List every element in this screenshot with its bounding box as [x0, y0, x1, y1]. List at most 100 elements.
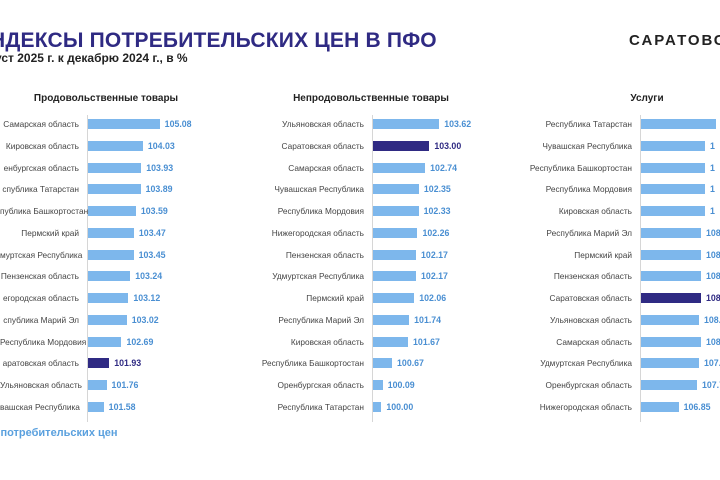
value-label: 108 — [706, 227, 720, 238]
bar — [373, 206, 419, 216]
chart-axis-line — [640, 115, 641, 422]
bar — [88, 401, 104, 412]
category-label: Саратовская область — [549, 293, 632, 303]
category-label: Оренбургская область — [277, 380, 364, 390]
value-label: 102.74 — [430, 162, 458, 173]
value-label: 101.93 — [114, 358, 142, 369]
bar — [373, 336, 409, 347]
category-label: муртская Республика — [0, 249, 83, 260]
value-label: 102.26 — [422, 227, 450, 238]
category-label: Ульяновская область — [282, 119, 364, 129]
category-label: Пензенская область — [553, 271, 632, 282]
bar — [373, 162, 426, 173]
bar — [88, 162, 142, 173]
value-label: 105.08 — [164, 119, 192, 129]
bar-highlighted — [88, 358, 110, 369]
category-label: Республика Башкортостан — [529, 162, 632, 173]
category-label: егородская область — [2, 293, 79, 303]
category-label: Пермский край — [574, 249, 632, 260]
bar — [641, 401, 679, 412]
category-label: Кировская область — [290, 336, 364, 347]
category-label: Чувашская Республика — [542, 140, 632, 151]
category-label: Нижегородская область — [539, 401, 632, 412]
category-label: Чувашская Республика — [274, 184, 364, 195]
value-label: 102.69 — [126, 336, 154, 347]
category-label: спублика Марий Эл — [3, 314, 79, 325]
bar — [373, 184, 419, 195]
value-label: 102.35 — [423, 184, 451, 195]
bar — [641, 271, 701, 282]
bar — [88, 271, 131, 282]
category-label: Республика Марий Эл — [546, 227, 632, 238]
value-label: 103.93 — [146, 162, 174, 173]
value-label: 103.59 — [140, 206, 168, 216]
bar — [641, 119, 716, 129]
bar — [373, 401, 382, 412]
category-label: Удмуртская Республика — [272, 271, 364, 282]
bar — [88, 119, 160, 129]
bar — [641, 184, 705, 195]
value-label: 103.24 — [135, 271, 163, 282]
bar — [373, 271, 417, 282]
category-label: Пензенская область — [285, 249, 364, 260]
bar — [88, 249, 134, 260]
category-label: енбургская область — [3, 162, 79, 173]
category-label: Ульяновская область — [550, 314, 632, 325]
value-label: 1 — [710, 162, 715, 173]
value-label: 101.76 — [111, 380, 139, 390]
value-label: 107. — [704, 358, 720, 369]
bar — [373, 227, 418, 238]
chart-title: Продовольственные товары — [33, 93, 179, 104]
category-label: Республика Башкортостан — [261, 358, 364, 369]
value-label: 100.00 — [386, 401, 414, 412]
bar — [373, 119, 440, 129]
category-label: спублика Татарстан — [2, 184, 79, 195]
value-label: 1 — [710, 206, 715, 216]
category-label: Республика Мордовия — [545, 184, 632, 195]
page-title: НДЕКСЫ ПОТРЕБИТЕЛЬСКИХ ЦЕН В ПФО — [0, 29, 437, 52]
bar — [88, 227, 134, 238]
category-label: Саратовская область — [281, 140, 364, 151]
chart-axis-line — [87, 115, 88, 422]
category-label: Оренбургская область — [545, 380, 632, 390]
value-label: 108 — [706, 271, 720, 282]
value-label: 103.89 — [145, 184, 173, 195]
value-label: 101.67 — [413, 336, 440, 347]
footer-caption: ы потребительских цен — [0, 427, 118, 439]
value-label: 102.17 — [421, 249, 448, 260]
bar — [641, 249, 701, 260]
category-label: Республика Татарстан — [277, 401, 364, 412]
page-subtitle: густ 2025 г. к декабрю 2024 г., в % — [0, 51, 188, 65]
value-label: 103.47 — [138, 227, 166, 238]
value-label: 102.33 — [423, 206, 451, 216]
value-label: 108 — [706, 293, 720, 303]
category-label: Пермский край — [306, 293, 364, 303]
bar — [641, 140, 705, 151]
value-label: 101.74 — [414, 314, 442, 325]
category-label: Самарская область — [288, 162, 364, 173]
category-label: Самарская область — [3, 119, 79, 129]
bar — [88, 336, 122, 347]
category-label: публика Башкортостан — [0, 206, 89, 216]
value-label: 108. — [704, 314, 720, 325]
category-label: Самарская область — [556, 336, 632, 347]
chart-axis-line — [372, 115, 373, 422]
value-label: 103.12 — [133, 293, 161, 303]
value-label: 103.45 — [138, 249, 166, 260]
value-label: 103.02 — [131, 314, 159, 325]
value-label: 104.03 — [147, 140, 175, 151]
value-label: 101.58 — [108, 401, 136, 412]
chart-title: Услуги — [630, 93, 664, 104]
bar — [641, 358, 699, 369]
category-label: Республика Мордовия — [0, 336, 87, 347]
category-label: Республика Марий Эл — [278, 314, 364, 325]
bar — [373, 249, 417, 260]
bar — [641, 206, 705, 216]
value-label: 1 — [710, 184, 715, 195]
value-label: 102.17 — [421, 271, 448, 282]
category-label: Нижегородская область — [271, 227, 364, 238]
bar — [88, 206, 136, 216]
bar-highlighted — [373, 140, 430, 151]
category-label: Ульяновская область — [0, 380, 82, 390]
bar — [641, 162, 705, 173]
